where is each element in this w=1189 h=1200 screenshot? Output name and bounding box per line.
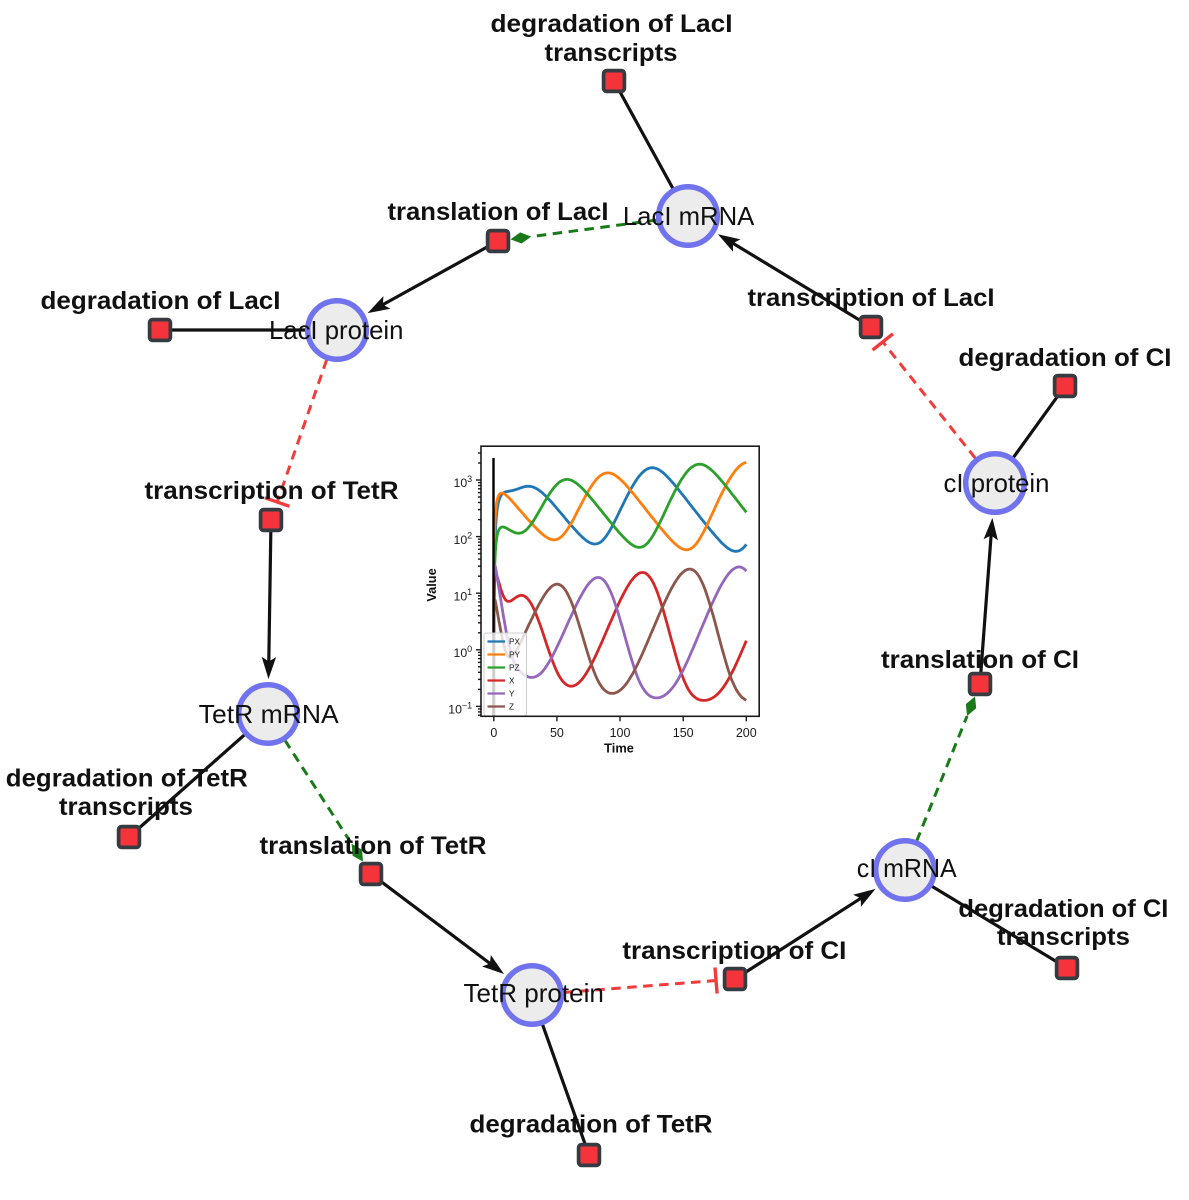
svg-text:50: 50: [550, 726, 564, 740]
svg-text:Y: Y: [509, 690, 515, 699]
svg-text:transcripts: transcripts: [997, 923, 1130, 951]
svg-text:PY: PY: [509, 651, 520, 660]
svg-text:0: 0: [490, 726, 497, 740]
svg-text:degradation of CI: degradation of CI: [959, 344, 1172, 372]
svg-text:transcripts: transcripts: [545, 39, 678, 67]
svg-text:PZ: PZ: [509, 664, 519, 673]
svg-text:100: 100: [610, 726, 631, 740]
svg-text:PX: PX: [509, 638, 520, 647]
svg-text:translation of CI: translation of CI: [881, 646, 1079, 674]
svg-text:transcription of LacI: transcription of LacI: [748, 284, 995, 312]
svg-text:cI protein: cI protein: [944, 468, 1050, 498]
svg-text:X: X: [509, 677, 515, 686]
svg-text:transcription of TetR: transcription of TetR: [145, 477, 399, 505]
svg-text:degradation of CI: degradation of CI: [958, 895, 1168, 923]
svg-text:LacI mRNA: LacI mRNA: [623, 201, 755, 231]
svg-text:Z: Z: [509, 703, 514, 712]
svg-text:Time: Time: [604, 741, 634, 756]
svg-text:degradation of LacI: degradation of LacI: [491, 10, 733, 38]
svg-text:degradation of LacI: degradation of LacI: [41, 287, 281, 315]
svg-text:translation of TetR: translation of TetR: [260, 832, 487, 860]
svg-text:150: 150: [673, 726, 694, 740]
svg-text:Value: Value: [424, 568, 439, 601]
svg-text:TetR mRNA: TetR mRNA: [199, 699, 340, 729]
svg-text:degradation of TetR: degradation of TetR: [470, 1111, 713, 1139]
svg-text:degradation of TetR: degradation of TetR: [6, 765, 248, 793]
svg-text:200: 200: [736, 726, 757, 740]
svg-text:translation of LacI: translation of LacI: [388, 198, 609, 226]
svg-text:transcripts: transcripts: [59, 793, 193, 821]
svg-text:cI mRNA: cI mRNA: [857, 853, 958, 883]
svg-text:transcription of CI: transcription of CI: [622, 937, 846, 965]
svg-text:TetR protein: TetR protein: [464, 978, 604, 1008]
svg-text:LacI protein: LacI protein: [269, 315, 404, 345]
